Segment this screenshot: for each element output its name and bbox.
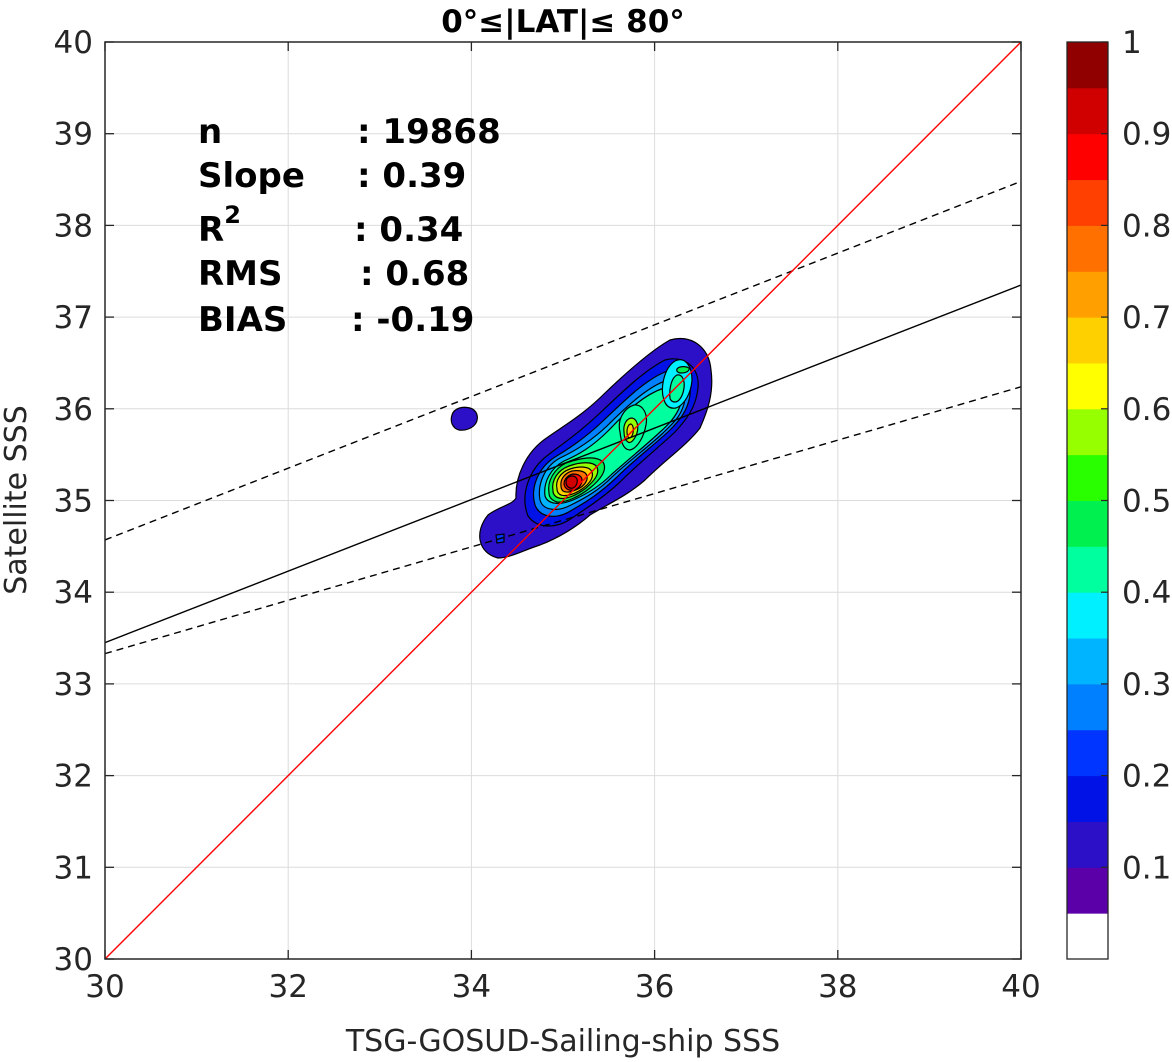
colorbar: 0.1 0.2 0.3 0.4 0.5 0.6 0.7 0.8 0.9 1: [1066, 25, 1171, 960]
colorbar-swatch: [1067, 638, 1108, 685]
colorbar-swatch: [1067, 592, 1108, 639]
stat-label: Slope: [198, 156, 305, 196]
colorbar-swatch: [1067, 729, 1108, 777]
colorbar-tick-label: 0.9: [1122, 117, 1171, 153]
y-tick-label: 37: [54, 300, 93, 336]
reference-lines: [105, 42, 1021, 959]
regression-line: [105, 284, 1021, 644]
chart-title: 0°≤|LAT|≤ 80°: [441, 4, 685, 40]
x-tick-label: 32: [268, 969, 307, 1005]
stat-value: : 0.68: [360, 254, 469, 294]
y-tick-label: 33: [54, 667, 93, 703]
y-tick-label: 39: [54, 117, 93, 153]
x-tick-label: 38: [818, 969, 857, 1005]
contour-level-11: [565, 475, 578, 489]
colorbar-swatch: [1067, 317, 1108, 364]
grid-lines: [104, 41, 1022, 960]
colorbar-swatch: [1067, 775, 1108, 822]
x-tick-label: 40: [1001, 969, 1040, 1005]
colorbar-swatch: [1067, 271, 1108, 318]
stat-value: : 0.39: [357, 156, 466, 196]
colorbar-tick-label: 0.2: [1122, 759, 1171, 795]
axis-ticks: 30 32 34 36 38 40 30 31 32 33 34 35 36 37 38 39 40: [54, 25, 1041, 1005]
x-axis-label: TSG-GOSUD-Sailing-ship SSS: [345, 1024, 780, 1059]
x-tick-label: 36: [635, 969, 674, 1005]
contour-isolated-blob: [450, 406, 478, 431]
y-tick-label: 32: [54, 759, 93, 795]
colorbar-swatch: [1067, 87, 1108, 135]
stat-row: Slope : 0.39: [198, 156, 466, 196]
upper-bound-line: [105, 180, 1021, 541]
colorbar-tick-label: 0.5: [1122, 484, 1171, 520]
colorbar-tick-label: 0.4: [1122, 575, 1171, 611]
y-axis-label: Satellite SSS: [0, 405, 34, 595]
stat-value: : 0.34: [354, 210, 463, 250]
stat-label: n: [198, 112, 222, 152]
colorbar-swatch: [1067, 454, 1108, 501]
colorbar-swatch: [1067, 362, 1108, 410]
contour-peak3-b: [669, 374, 685, 403]
identity-line: [105, 42, 1021, 959]
contour-peak3-c: [676, 366, 690, 374]
colorbar-swatch: [1067, 546, 1108, 593]
y-tick-label: 35: [54, 484, 93, 520]
x-tick-label: 34: [452, 969, 491, 1005]
stat-label: BIAS: [198, 300, 287, 340]
colorbar-tick-label: 0.1: [1122, 850, 1171, 886]
y-tick-label: 30: [54, 942, 93, 978]
stat-value: : -0.19: [351, 300, 474, 340]
stat-row: n : 19868: [198, 112, 501, 152]
stat-value: : 19868: [357, 112, 501, 152]
colorbar-tick-label: 0.3: [1122, 667, 1171, 703]
colorbar-swatch: [1067, 821, 1108, 868]
stat-label: RMS: [198, 254, 283, 294]
colorbar-swatch: [1067, 683, 1108, 731]
stat-row: BIAS : -0.19: [198, 300, 474, 340]
colorbar-swatch: [1067, 225, 1108, 272]
colorbar-tick-label: 0.6: [1122, 392, 1171, 428]
colorbar-tick-label: 0.7: [1122, 300, 1171, 336]
x-tick-label: 30: [85, 969, 124, 1005]
y-tick-label: 31: [54, 850, 93, 886]
lower-bound-line: [105, 386, 1021, 655]
y-tick-label: 34: [54, 575, 93, 611]
colorbar-swatch: [1067, 867, 1108, 914]
colorbar-swatch: [1067, 408, 1108, 456]
colorbar-swatch: [1067, 500, 1108, 547]
colorbar-swatch: [1067, 42, 1108, 89]
colorbar-swatch: [1067, 913, 1108, 960]
colorbar-tick-label: 1: [1122, 25, 1142, 61]
stat-row: R2: 0.34: [198, 201, 463, 250]
stat-row: RMS : 0.68: [198, 254, 469, 294]
colorbar-swatch: [1067, 133, 1108, 181]
y-tick-label: 36: [54, 392, 93, 428]
y-tick-label: 38: [54, 208, 93, 244]
superscript: 2: [224, 201, 241, 229]
y-tick-label: 40: [54, 25, 93, 61]
colorbar-swatch: [1067, 179, 1108, 226]
colorbar-tick-label: 0.8: [1122, 208, 1171, 244]
